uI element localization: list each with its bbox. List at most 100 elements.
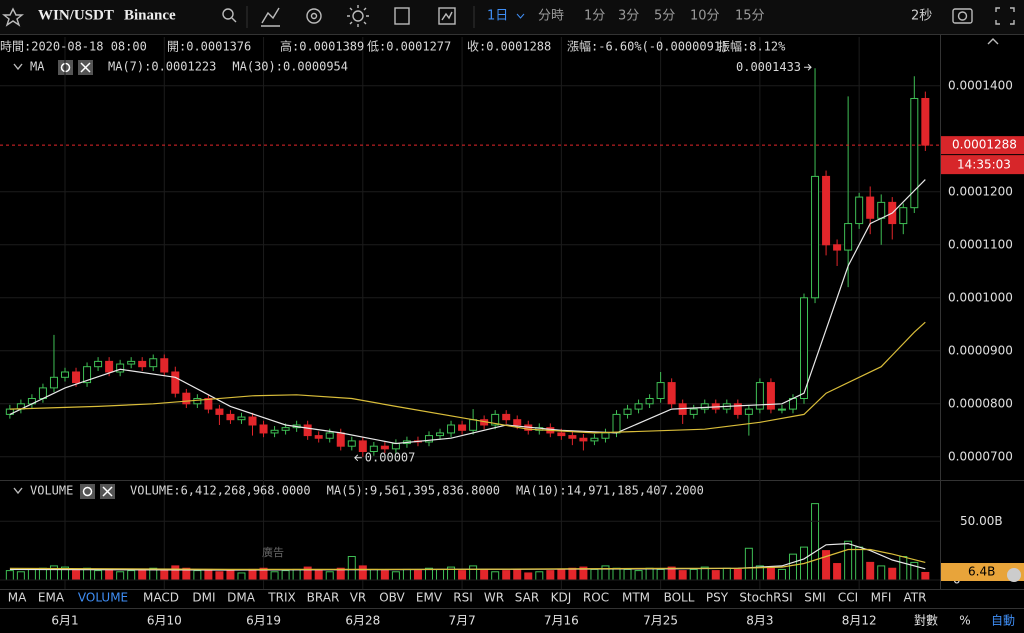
collapse-icon[interactable] bbox=[13, 487, 23, 495]
collapse-icon[interactable] bbox=[13, 63, 23, 71]
candle bbox=[259, 420, 268, 438]
volume-last-tag bbox=[941, 563, 1024, 581]
candle-body bbox=[689, 408, 698, 415]
collapse-icon[interactable] bbox=[987, 38, 999, 45]
candle bbox=[689, 404, 698, 419]
interval-tab[interactable]: 10分 bbox=[690, 9, 720, 24]
refresh-rate[interactable]: 2秒 bbox=[911, 9, 932, 24]
interval-caret[interactable] bbox=[516, 13, 525, 19]
indicator-icon[interactable] bbox=[261, 7, 280, 27]
volume-legend-name: MA(5): bbox=[327, 484, 370, 498]
volume-bar bbox=[116, 571, 125, 581]
candle bbox=[83, 362, 92, 387]
candle bbox=[61, 367, 69, 382]
volume-bar bbox=[27, 568, 36, 581]
indicator-tab[interactable]: EMV bbox=[416, 591, 443, 605]
candle bbox=[491, 410, 500, 430]
candle-body bbox=[160, 358, 169, 373]
indicator-tab[interactable]: MFI bbox=[871, 591, 892, 605]
indicator-tab[interactable]: OBV bbox=[379, 591, 405, 605]
indicator-tab[interactable]: VOLUME bbox=[78, 591, 128, 605]
interval-tab[interactable]: 3分 bbox=[618, 9, 639, 24]
scale-mode[interactable]: 對數 bbox=[914, 614, 938, 628]
indicator-tab[interactable]: MACD bbox=[143, 591, 179, 605]
interval-tab[interactable]: 5分 bbox=[654, 9, 675, 24]
settings-icon[interactable] bbox=[306, 8, 322, 24]
candle bbox=[116, 359, 125, 377]
candle-body bbox=[347, 440, 356, 447]
candle bbox=[921, 91, 930, 151]
interval-tab[interactable]: 分時 bbox=[538, 9, 564, 24]
candle-body bbox=[105, 360, 114, 373]
candle bbox=[149, 354, 158, 371]
info-value: 0.0001389 bbox=[299, 40, 364, 54]
indicator-tab[interactable]: DMA bbox=[227, 591, 256, 605]
camera-icon[interactable] bbox=[952, 8, 973, 24]
screenshot-icon[interactable] bbox=[438, 7, 456, 25]
volume-bar bbox=[226, 570, 235, 581]
volume-bar bbox=[623, 568, 632, 581]
candle bbox=[744, 404, 753, 436]
volume-bar bbox=[855, 546, 864, 581]
indicator-tab[interactable]: PSY bbox=[706, 591, 729, 605]
volume-bar bbox=[689, 568, 698, 581]
indicator-tab[interactable]: StochRSI bbox=[739, 591, 792, 605]
ma-close[interactable] bbox=[78, 60, 93, 75]
indicator-tab[interactable]: DMI bbox=[192, 591, 215, 605]
favorite-icon[interactable] bbox=[2, 7, 24, 27]
y-tick-label: 0.0001400 bbox=[948, 78, 1013, 92]
theme-icon[interactable] bbox=[347, 5, 369, 27]
candle-body bbox=[458, 424, 467, 431]
indicator-tab[interactable]: MTM bbox=[622, 591, 650, 605]
candle bbox=[424, 431, 433, 447]
volume-bar bbox=[722, 567, 731, 581]
layout-icon[interactable] bbox=[394, 7, 410, 25]
indicator-tab[interactable]: KDJ bbox=[551, 591, 572, 605]
volume-close[interactable] bbox=[100, 484, 115, 499]
interval-tab[interactable]: 15分 bbox=[735, 9, 765, 24]
scroll-button[interactable] bbox=[1007, 568, 1021, 582]
volume-bar bbox=[5, 570, 14, 581]
volume-bar bbox=[921, 571, 930, 581]
indicator-tab[interactable]: MA bbox=[8, 591, 27, 605]
candle bbox=[855, 192, 864, 229]
interval-tab[interactable]: 1分 bbox=[584, 9, 605, 24]
interval-tab[interactable]: 1日 bbox=[487, 9, 508, 24]
candle bbox=[358, 436, 367, 457]
candle-body bbox=[822, 175, 831, 246]
candle-body bbox=[733, 403, 742, 415]
x-tick-label: 6月28 bbox=[345, 614, 380, 628]
volume-bar bbox=[469, 565, 478, 581]
volume-legend-value: 6,412,268,968.0000 bbox=[181, 484, 311, 498]
indicator-tab[interactable]: BRAR bbox=[307, 591, 340, 605]
volume-bar bbox=[711, 570, 720, 581]
candle-body bbox=[755, 382, 764, 410]
indicator-tab[interactable]: BOLL bbox=[664, 591, 695, 605]
indicator-tab[interactable]: EMA bbox=[38, 591, 65, 605]
scale-mode[interactable]: 自動 bbox=[991, 614, 1015, 628]
indicator-tab[interactable]: CCI bbox=[838, 591, 858, 605]
indicator-tab[interactable]: ROC bbox=[583, 591, 609, 605]
symbol[interactable]: WIN/USDT bbox=[38, 7, 114, 23]
ma-legend-name: MA(30): bbox=[232, 60, 283, 74]
indicator-tab[interactable]: ATR bbox=[904, 591, 927, 605]
fullscreen-icon[interactable] bbox=[995, 7, 1015, 25]
volume-bar bbox=[844, 540, 853, 581]
ma-legend-value: 0.0000954 bbox=[283, 60, 348, 74]
candle-body bbox=[634, 403, 643, 410]
candle bbox=[237, 412, 246, 424]
indicator-tab[interactable]: SMI bbox=[804, 591, 826, 605]
search-icon[interactable] bbox=[222, 8, 237, 23]
volume-settings[interactable] bbox=[80, 484, 95, 499]
indicator-tab[interactable]: RSI bbox=[453, 591, 473, 605]
scale-mode[interactable]: % bbox=[959, 614, 970, 628]
indicator-tab[interactable]: VR bbox=[350, 591, 367, 605]
info-label: 收: bbox=[467, 40, 486, 54]
indicator-tab[interactable]: WR bbox=[484, 591, 504, 605]
volume-bar bbox=[645, 567, 654, 581]
volume-bar bbox=[402, 568, 411, 581]
indicator-tab[interactable]: SAR bbox=[515, 591, 539, 605]
indicator-tab[interactable]: TRIX bbox=[267, 591, 295, 605]
candle bbox=[623, 404, 632, 419]
